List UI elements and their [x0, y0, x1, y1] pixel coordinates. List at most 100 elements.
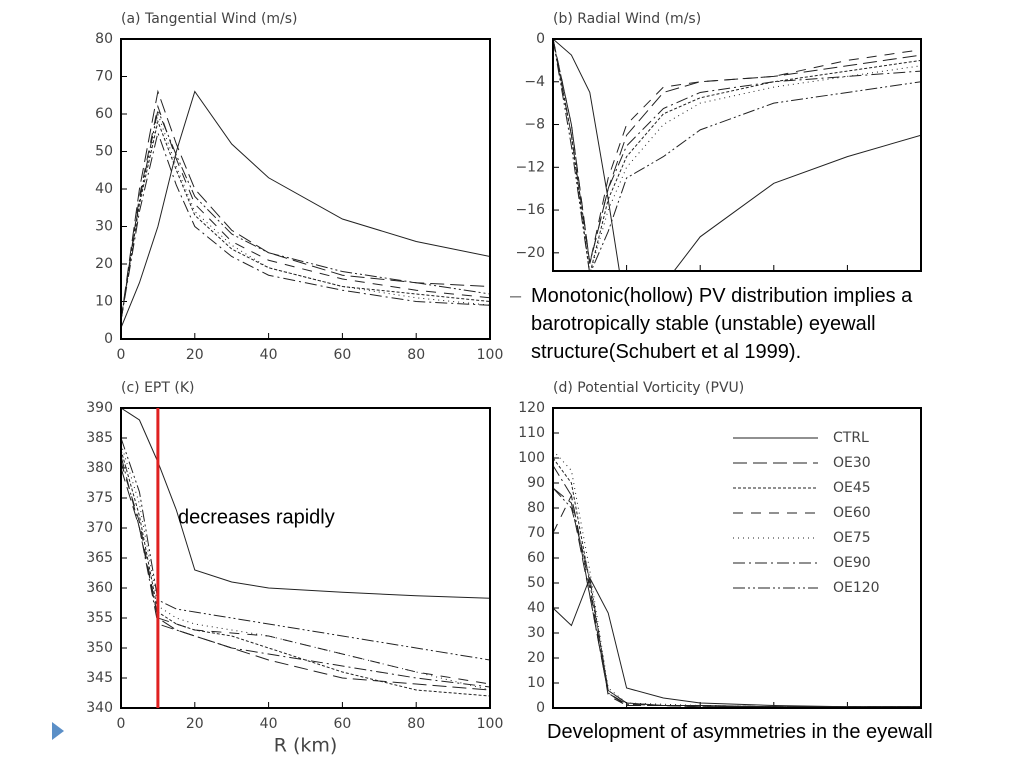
y-tick-label: 355: [86, 610, 113, 626]
y-tick-label: 100: [518, 450, 545, 466]
series-line: [553, 39, 921, 271]
y-tick-label: 120: [518, 400, 545, 416]
series-line: [121, 461, 490, 685]
y-tick-label: −16: [515, 202, 545, 218]
series-line: [121, 108, 490, 321]
legend-label: OE60: [833, 505, 871, 521]
y-tick-label: 110: [518, 425, 545, 441]
x-tick-label: 0: [117, 716, 126, 732]
series-line: [121, 443, 490, 691]
legend-label: OE90: [833, 555, 871, 571]
chart-title: (b) Radial Wind (m/s): [553, 11, 701, 27]
series-line: [121, 90, 490, 328]
series-line: [121, 130, 490, 321]
y-tick-label: 80: [527, 500, 545, 516]
y-tick-label: 380: [86, 460, 113, 476]
series-line: [553, 576, 921, 708]
y-tick-label: 360: [86, 580, 113, 596]
y-tick-label: 60: [95, 106, 113, 122]
legend-label: OE45: [833, 480, 871, 496]
x-tick-label: 20: [186, 347, 204, 363]
y-tick-label: 90: [527, 475, 545, 491]
legend-label: OE75: [833, 530, 871, 546]
y-tick-label: 10: [95, 294, 113, 310]
series-line: [121, 455, 490, 688]
x-tick-label: 40: [260, 716, 278, 732]
series-line: [553, 39, 921, 264]
series-line: [121, 437, 490, 661]
y-tick-label: 10: [527, 675, 545, 691]
bullet-note: – Monotonic(hollow) PV distribution impli…: [510, 282, 930, 366]
y-tick-label: 60: [527, 550, 545, 566]
plot-frame: [120, 407, 491, 709]
legend-label: OE120: [833, 580, 880, 596]
series-line: [553, 39, 921, 271]
series-line: [121, 119, 490, 321]
x-tick-label: 0: [117, 347, 126, 363]
y-tick-label: 40: [95, 181, 113, 197]
plot-frame: [552, 407, 922, 709]
y-tick-label: 40: [527, 600, 545, 616]
y-tick-label: 80: [95, 31, 113, 47]
y-tick-label: 0: [536, 31, 545, 47]
y-tick-label: 370: [86, 520, 113, 536]
y-tick-label: 70: [527, 525, 545, 541]
x-tick-label: 80: [407, 347, 425, 363]
y-tick-label: 50: [95, 144, 113, 160]
bullet-text: Monotonic(hollow) PV distribution implie…: [531, 285, 913, 363]
y-tick-label: 70: [95, 69, 113, 85]
series-line: [121, 104, 490, 321]
slide-arrow-icon: [52, 722, 64, 740]
series-line: [121, 467, 490, 691]
y-tick-label: −8: [524, 117, 545, 133]
series-line: [553, 487, 921, 708]
plot-frame: [120, 38, 491, 340]
chart-title: (d) Potential Vorticity (PVU): [553, 380, 744, 396]
series-line: [553, 39, 921, 271]
y-tick-label: 0: [536, 700, 545, 716]
annotation: decreases rapidly: [178, 506, 335, 528]
x-tick-label: 20: [186, 716, 204, 732]
x-tick-label: 60: [333, 347, 351, 363]
y-tick-label: 20: [527, 650, 545, 666]
x-tick-label: 40: [260, 347, 278, 363]
y-tick-label: 350: [86, 640, 113, 656]
series-line: [121, 408, 490, 599]
y-tick-label: 20: [95, 256, 113, 272]
x-tick-label: 80: [407, 716, 425, 732]
plot-frame: [552, 38, 922, 272]
series-line: [553, 39, 921, 264]
y-tick-label: −20: [515, 245, 545, 261]
y-tick-label: 50: [527, 575, 545, 591]
x-tick-label: 100: [477, 716, 504, 732]
series-line: [121, 89, 490, 321]
y-tick-label: 345: [86, 670, 113, 686]
footer-note: Development of asymmetries in the eyewal…: [547, 721, 933, 743]
bullet-dash: –: [510, 285, 522, 307]
legend-label: CTRL: [833, 430, 869, 446]
series-line: [121, 449, 490, 697]
y-tick-label: −4: [524, 74, 545, 90]
y-tick-label: 0: [104, 331, 113, 347]
y-tick-label: 340: [86, 700, 113, 716]
series-line: [553, 39, 921, 264]
y-tick-label: 365: [86, 550, 113, 566]
series-line: [553, 465, 921, 708]
x-axis-label: R (km): [274, 735, 338, 757]
y-tick-label: 390: [86, 400, 113, 416]
legend-label: OE30: [833, 455, 871, 471]
x-tick-label: 60: [333, 716, 351, 732]
series-line: [121, 112, 490, 321]
series-line: [553, 39, 921, 271]
series-line: [553, 493, 921, 708]
chart-title: (a) Tangential Wind (m/s): [121, 11, 298, 27]
chart-title: (c) EPT (K): [121, 380, 194, 396]
y-tick-label: 30: [95, 219, 113, 235]
y-tick-label: 375: [86, 490, 113, 506]
y-tick-label: 30: [527, 625, 545, 641]
y-tick-label: −12: [515, 159, 545, 175]
x-tick-label: 100: [477, 347, 504, 363]
y-tick-label: 385: [86, 430, 113, 446]
